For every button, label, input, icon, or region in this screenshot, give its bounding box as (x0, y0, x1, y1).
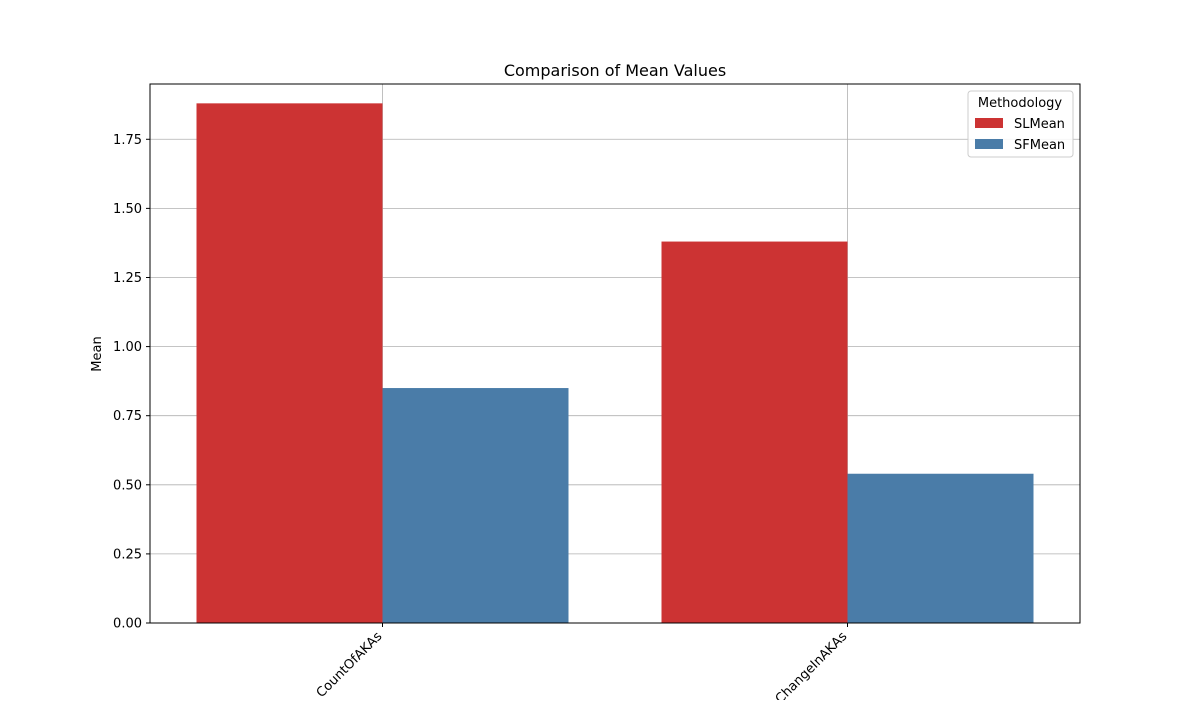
bars-layer (196, 103, 1034, 624)
y-tick-label: 0.25 (113, 547, 142, 562)
y-tick-label: 0.50 (113, 478, 142, 493)
legend: Methodology SLMean SFMean (967, 90, 1074, 158)
y-tick-label: 1.25 (113, 271, 142, 286)
bar-slmean-changeinakas (661, 241, 848, 624)
y-tick-label: 1.75 (113, 133, 142, 148)
y-axis-label: Mean (90, 336, 105, 371)
legend-swatch-sfmean (975, 139, 1003, 149)
y-tick-label: 1.00 (113, 340, 142, 355)
x-tick-label: CountOfAKAs (314, 629, 386, 700)
y-tick-label: 0.00 (113, 617, 142, 632)
x-tick-label: ChangeInAKAs (773, 629, 851, 700)
bar-sfmean-changeinakas (847, 473, 1034, 623)
bar-slmean-countofakas (196, 103, 383, 624)
legend-title: Methodology (978, 96, 1063, 111)
legend-label-slmean: SLMean (1014, 117, 1065, 132)
legend-swatch-slmean (975, 118, 1003, 128)
axes-layer (149, 83, 1081, 624)
legend-label-sfmean: SFMean (1014, 138, 1065, 153)
y-tick-label: 1.50 (113, 202, 142, 217)
plot-frame (149, 83, 1081, 624)
y-tick-label: 0.75 (113, 409, 142, 424)
chart-title: Comparison of Mean Values (504, 61, 726, 80)
bar-sfmean-countofakas (382, 388, 569, 623)
